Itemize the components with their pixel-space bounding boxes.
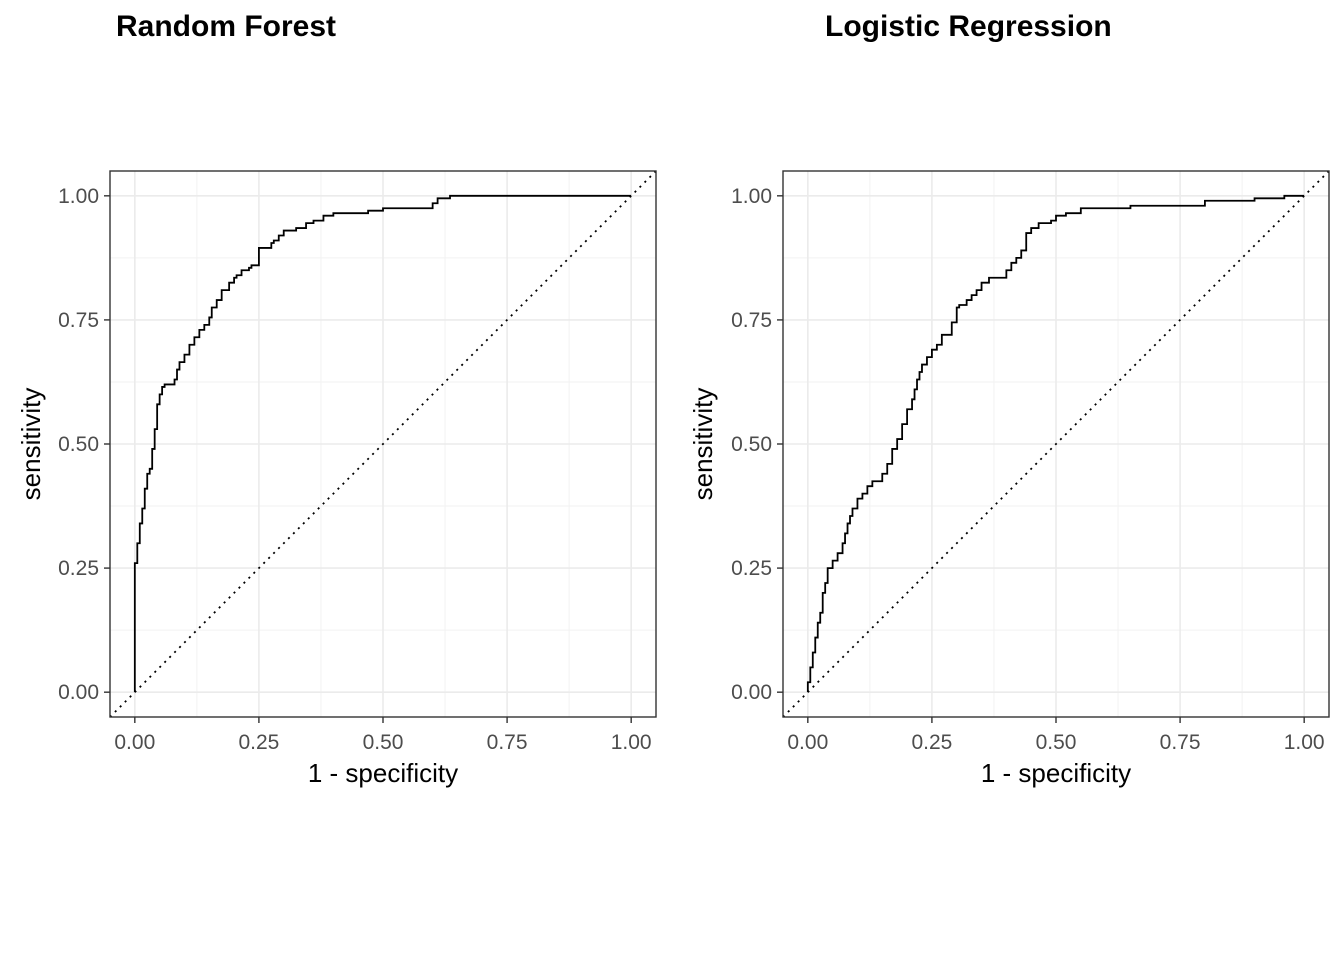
reference-diagonal-line — [109, 170, 657, 718]
x-tick-label: 1.00 — [1284, 731, 1325, 754]
roc-curve-line — [133, 194, 632, 693]
roc-panel-2: Logistic Regression 0.00 0.25 0.50 0.75 1.00 0… — [688, 10, 1330, 788]
x-axis-title: 1 - specificity — [981, 758, 1131, 788]
x-tick-label: 0.25 — [238, 731, 279, 754]
y-tick-label: 1.00 — [731, 185, 772, 208]
y-tick-label: 0.25 — [58, 557, 99, 580]
y-axis-title: sensitivity — [688, 388, 718, 501]
x-tick-label: 0.00 — [114, 731, 155, 754]
y-tick-label: 0.50 — [731, 433, 772, 456]
roc-panel-1: Random Forest 0.00 0.25 0.50 0.75 1.00 0.00 0.2… — [16, 10, 657, 788]
y-tick-label: 0.50 — [58, 433, 99, 456]
reference-diagonal-line — [782, 170, 1330, 718]
x-tick-label: 0.75 — [1160, 731, 1201, 754]
y-tick-label: 1.00 — [58, 185, 99, 208]
y-tick-label: 0.75 — [58, 309, 99, 332]
x-tick-label: 0.50 — [363, 731, 404, 754]
chart-title: Logistic Regression — [825, 10, 1112, 43]
x-tick-label: 0.25 — [911, 731, 952, 754]
x-axis-title: 1 - specificity — [308, 758, 458, 788]
x-tick-label: 0.50 — [1036, 731, 1077, 754]
grid — [783, 171, 1329, 717]
x-tick-label: 0.00 — [787, 731, 828, 754]
y-axis-title: sensitivity — [16, 388, 46, 501]
y-tick-label: 0.00 — [58, 681, 99, 704]
roc-curve-line — [806, 194, 1305, 693]
x-tick-label: 1.00 — [611, 731, 652, 754]
chart-title: Random Forest — [116, 10, 336, 43]
y-tick-label: 0.25 — [731, 557, 772, 580]
x-tick-label: 0.75 — [487, 731, 528, 754]
y-tick-label: 0.00 — [731, 681, 772, 704]
y-tick-label: 0.75 — [731, 309, 772, 332]
